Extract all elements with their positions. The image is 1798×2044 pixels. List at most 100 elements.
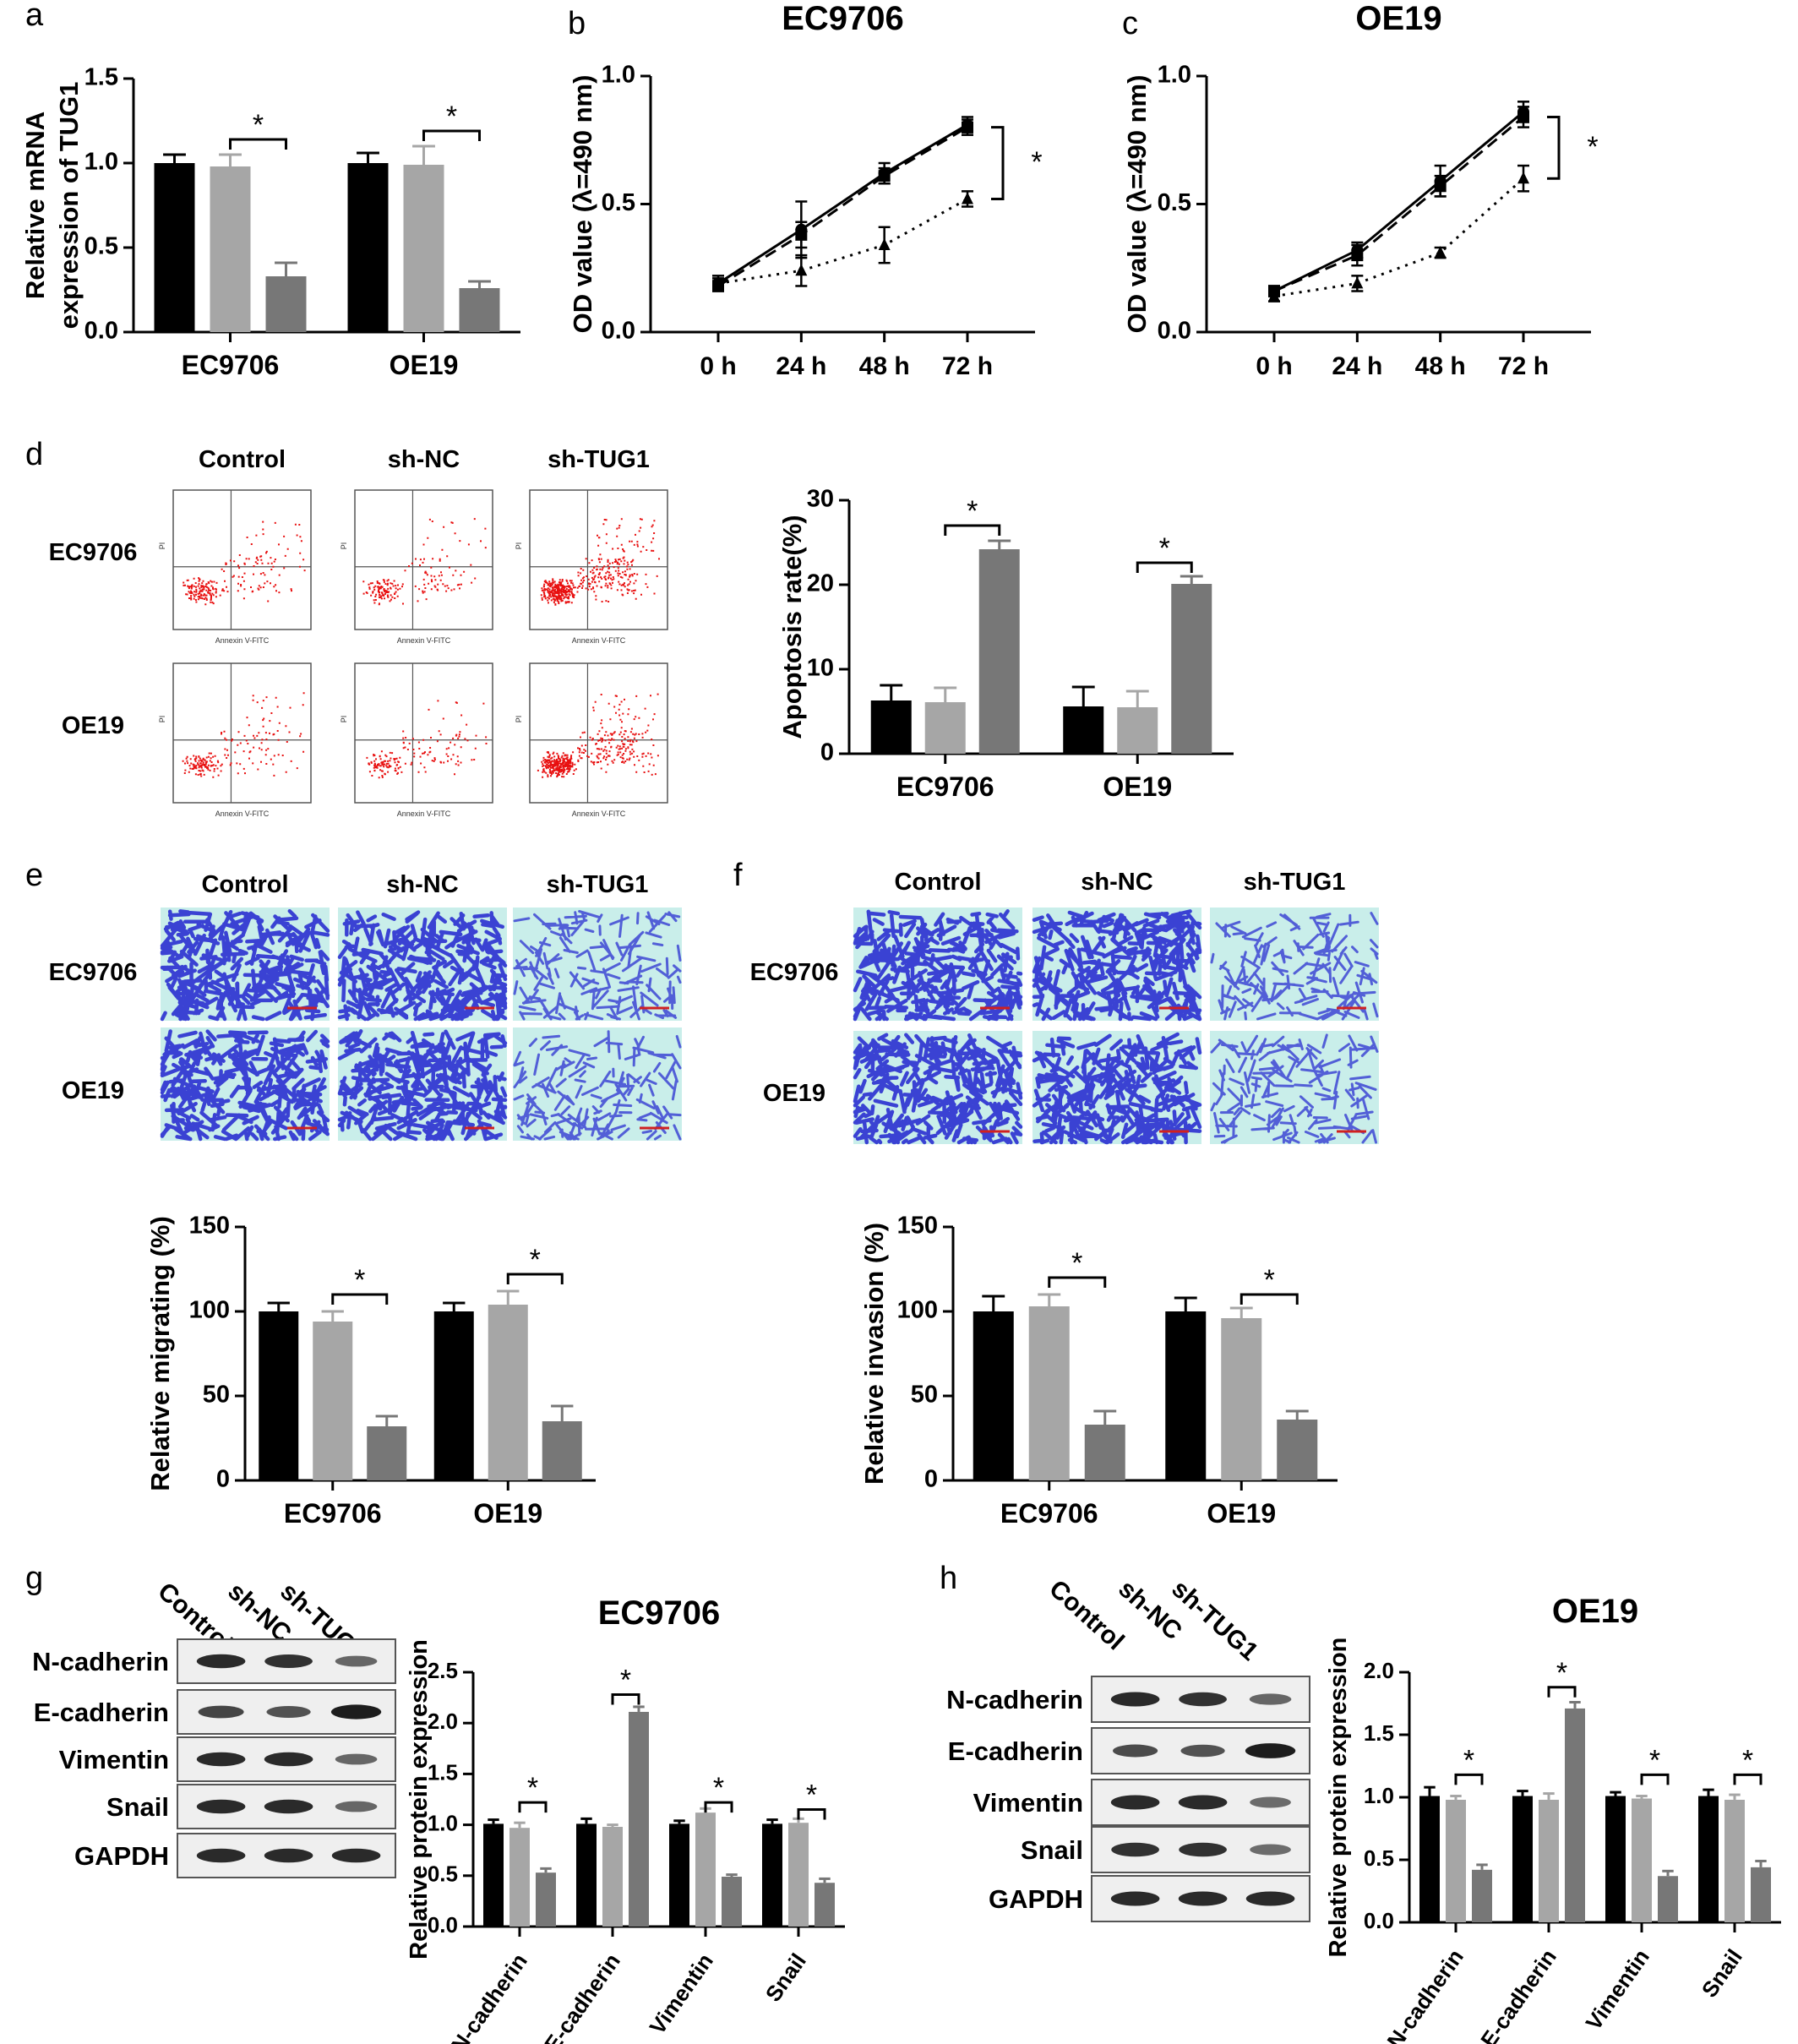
stained-cells: [337, 910, 508, 1022]
category-label: N-cadherin: [445, 1949, 531, 2044]
bar: [629, 1711, 649, 1927]
bar: [1165, 1311, 1207, 1480]
sig-bracket: [422, 129, 481, 141]
sig-bracket: [1547, 115, 1561, 180]
y-axis-label: Relative migrating (%): [145, 1216, 175, 1491]
sig-bracket: [229, 138, 287, 150]
band: [1245, 1743, 1296, 1758]
bar: [870, 700, 912, 754]
chart-b: 0.0 0.5 1.0 0 h 24 h 48 h 72 h * OD value (λ=490…: [568, 0, 1043, 380]
y-axis-label: OD value (λ=490 nm): [568, 75, 597, 334]
category-label: EC9706: [1000, 1498, 1098, 1529]
band: [1179, 1692, 1227, 1707]
stained-cells: [513, 910, 682, 1021]
sig-bracket: [1733, 1773, 1763, 1785]
chart-d: 0 10 20 30 EC9706 * OE19 * Apoptosis rate(%): [777, 486, 1234, 802]
protein-label: Snail: [106, 1792, 169, 1822]
sig-bracket: [506, 1273, 564, 1284]
sig-star: *: [620, 1664, 631, 1696]
bar: [1084, 1425, 1125, 1480]
bar: [602, 1827, 623, 1927]
bar: [815, 1883, 835, 1927]
sig-star: *: [1587, 131, 1598, 163]
bar: [536, 1872, 556, 1927]
row-label: EC9706: [49, 539, 138, 566]
y-tick-label: 1.0: [84, 149, 118, 176]
y-tick-label: 0.0: [602, 318, 635, 345]
band: [335, 1655, 378, 1667]
stained-cells: [853, 1033, 1023, 1145]
y-tick-label: 0: [820, 739, 834, 766]
band: [1250, 1844, 1291, 1856]
band: [264, 1654, 313, 1668]
sig-star: *: [1159, 532, 1170, 564]
band: [1180, 1744, 1225, 1758]
stained-cells: [1210, 1033, 1379, 1144]
sig-star: *: [354, 1264, 365, 1296]
sig-bracket: [1048, 1276, 1107, 1288]
stained-cells: [853, 909, 1023, 1022]
invasion-image-grid: Control sh-NC sh-TUG1 EC9706 OE19: [750, 869, 1379, 1145]
panel-letter-c: c: [1122, 6, 1138, 41]
y-tick-label: 150: [897, 1213, 938, 1240]
micrograph: [1032, 1031, 1202, 1145]
micrograph: [337, 1027, 508, 1142]
bar: [1698, 1796, 1719, 1922]
sig-star: *: [1556, 1657, 1567, 1689]
column-label: sh-NC: [386, 871, 458, 898]
category-label: 24 h: [1332, 352, 1382, 380]
data-point: [712, 276, 724, 289]
flow-plot: Annexin V-FITC PI: [515, 489, 668, 645]
bar: [1446, 1799, 1466, 1922]
bar: [433, 1311, 474, 1480]
panel-letter-h: h: [940, 1561, 957, 1596]
y-tick-label: 0.5: [428, 1861, 458, 1887]
panel-letter-a: a: [25, 0, 44, 33]
bar: [1565, 1708, 1585, 1922]
protein-label: N-cadherin: [32, 1647, 169, 1676]
stained-cells: [160, 1029, 330, 1142]
bar: [1221, 1318, 1262, 1480]
y-tick-label: 0.0: [1158, 318, 1191, 345]
sig-bracket: [704, 1801, 733, 1813]
bar: [1117, 707, 1158, 754]
column-label: sh-TUG1: [547, 871, 649, 898]
flow-plot: Annexin V-FITC PI: [515, 662, 668, 818]
flow-dots: [182, 692, 305, 778]
protein-label: Vimentin: [973, 1788, 1083, 1818]
migration-image-grid: Control sh-NC sh-TUG1 EC9706 OE19: [49, 871, 682, 1142]
y-tick-label: 1.5: [1364, 1720, 1394, 1746]
row-label: OE19: [62, 1077, 124, 1104]
bar: [154, 163, 195, 332]
series-line: [717, 198, 968, 285]
sig-star: *: [967, 495, 978, 527]
data-point: [1351, 276, 1364, 289]
bar: [1512, 1796, 1533, 1922]
bar: [1028, 1306, 1070, 1480]
sig-star: *: [1649, 1744, 1660, 1776]
data-point: [878, 237, 891, 250]
y-tick-label: 0: [924, 1466, 938, 1493]
category-label: 24 h: [776, 352, 826, 380]
flow-x-label: Annexin V-FITC: [572, 636, 626, 645]
data-point: [1517, 172, 1529, 184]
bar: [695, 1812, 716, 1927]
y-tick-label: 1.0: [428, 1810, 458, 1835]
series-line: [1273, 111, 1524, 292]
y-tick-label: 150: [189, 1213, 230, 1240]
sig-bracket: [944, 524, 1001, 536]
micrograph: [853, 908, 1023, 1022]
sig-bracket: [331, 1293, 389, 1305]
band: [196, 1654, 246, 1669]
sig-star: *: [1463, 1744, 1474, 1776]
flow-x-label: Annexin V-FITC: [397, 809, 451, 818]
sig-star: *: [527, 1772, 538, 1804]
category-label: E-cadherin: [539, 1949, 625, 2044]
bar: [669, 1823, 689, 1927]
flow-y-label: PI: [158, 716, 166, 723]
protein-label: E-cadherin: [34, 1698, 169, 1727]
column-label: sh-TUG1: [548, 446, 650, 473]
category-label: EC9706: [896, 771, 994, 802]
row-label: OE19: [763, 1080, 825, 1107]
flow-cytometry-grid: Control sh-NC sh-TUG1 EC9706 OE19 Annexin V-F…: [49, 446, 668, 818]
